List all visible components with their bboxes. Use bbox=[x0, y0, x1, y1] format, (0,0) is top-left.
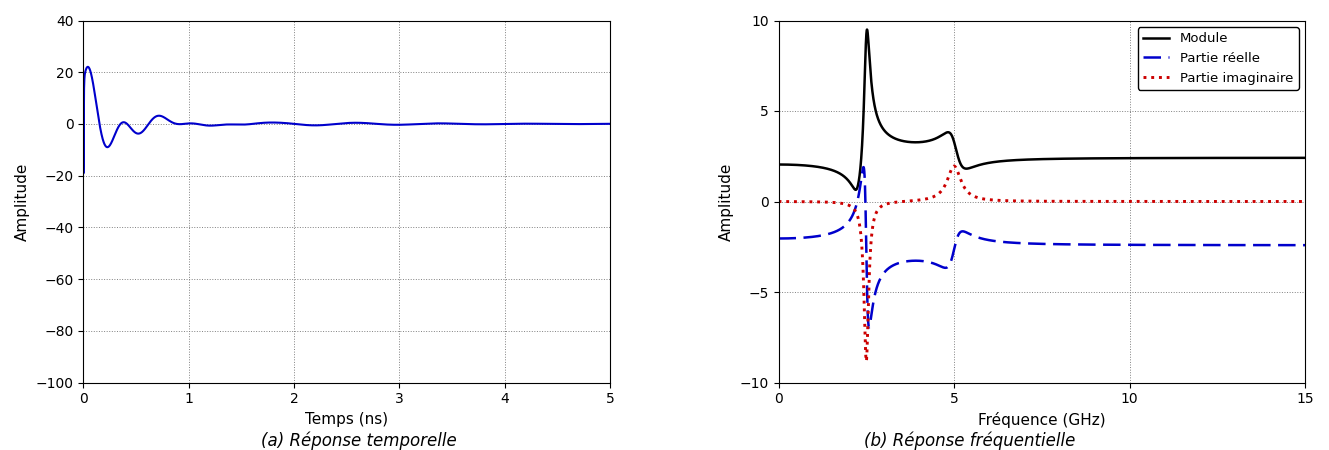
Partie imaginaire bbox=[771, 199, 787, 204]
Module bbox=[1114, 156, 1130, 161]
Module bbox=[971, 162, 987, 167]
Line: Module: Module bbox=[779, 30, 1305, 190]
Partie imaginaire bbox=[1204, 199, 1220, 204]
Text: (a) Réponse temporelle: (a) Réponse temporelle bbox=[260, 431, 457, 450]
Partie imaginaire bbox=[1087, 199, 1103, 204]
Module bbox=[867, 102, 882, 107]
Module bbox=[1204, 155, 1220, 161]
Partie réelle bbox=[1114, 242, 1130, 248]
Partie réelle bbox=[1087, 242, 1103, 248]
Y-axis label: Amplitude: Amplitude bbox=[719, 162, 734, 241]
Partie imaginaire bbox=[1297, 199, 1313, 204]
Partie imaginaire bbox=[946, 163, 962, 169]
X-axis label: Fréquence (GHz): Fréquence (GHz) bbox=[978, 412, 1106, 428]
Partie réelle bbox=[867, 294, 882, 300]
Line: Partie imaginaire: Partie imaginaire bbox=[779, 166, 1305, 361]
Partie réelle bbox=[1297, 243, 1313, 248]
Partie imaginaire bbox=[971, 195, 987, 201]
Module bbox=[1164, 155, 1180, 161]
Module bbox=[1087, 156, 1103, 161]
Module bbox=[859, 27, 874, 32]
Partie réelle bbox=[771, 236, 787, 241]
Partie réelle bbox=[856, 164, 872, 170]
X-axis label: Temps (ns): Temps (ns) bbox=[306, 412, 388, 427]
Module bbox=[848, 187, 864, 193]
Text: (b) Réponse fréquentielle: (b) Réponse fréquentielle bbox=[864, 431, 1076, 450]
Partie réelle bbox=[1164, 242, 1180, 248]
Partie réelle bbox=[861, 325, 877, 330]
Partie réelle bbox=[1204, 243, 1220, 248]
Y-axis label: Amplitude: Amplitude bbox=[15, 162, 31, 241]
Partie imaginaire bbox=[1164, 199, 1180, 204]
Line: Partie réelle: Partie réelle bbox=[779, 167, 1305, 328]
Partie imaginaire bbox=[1114, 199, 1130, 204]
Partie imaginaire bbox=[867, 216, 882, 221]
Module bbox=[771, 162, 787, 167]
Partie imaginaire bbox=[859, 359, 874, 364]
Module bbox=[1297, 155, 1313, 161]
Partie réelle bbox=[971, 235, 987, 241]
Legend: Module, Partie réelle, Partie imaginaire: Module, Partie réelle, Partie imaginaire bbox=[1138, 27, 1298, 90]
